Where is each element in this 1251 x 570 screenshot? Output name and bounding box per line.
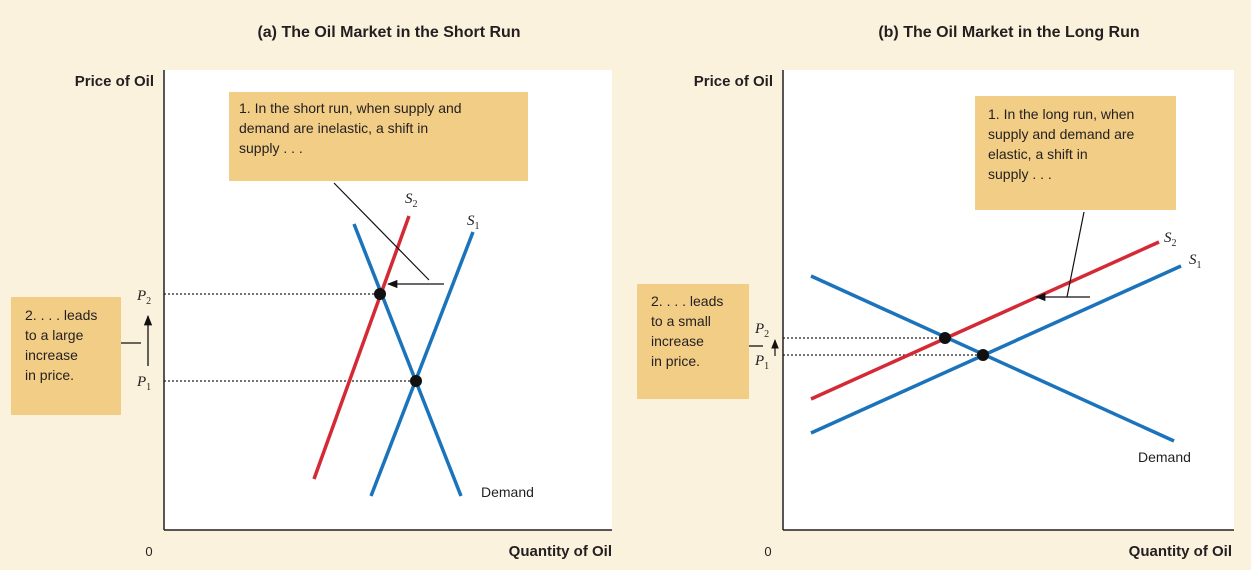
panel-b-y-axis-label: Price of Oil — [694, 73, 773, 90]
panel-a-origin: 0 — [145, 544, 152, 559]
panel-a-p2-label: P2 — [136, 288, 151, 307]
callout-line: increase — [25, 347, 78, 363]
panel-b-equilibrium-old — [977, 349, 989, 361]
callout-line: 1. In the short run, when supply and — [239, 100, 462, 116]
callout-line: 2. . . . leads — [651, 293, 724, 309]
callout-line: to a large — [25, 327, 84, 343]
panel-b-p2-label: P2 — [754, 321, 769, 340]
panel-a-x-axis-label: Quantity of Oil — [509, 543, 612, 560]
panel-a-callout-top: 1. In the short run, when supply and dem… — [229, 92, 528, 181]
callout-line: 1. In the long run, when — [988, 106, 1135, 122]
panel-b-callout-pointer — [1066, 211, 1085, 298]
panel-a-callout-left: 2. . . . leads to a large increase in pr… — [11, 297, 121, 415]
callout-line: demand are inelastic, a shift in — [239, 120, 429, 136]
panel-a-supply-s2-curve — [312, 215, 411, 480]
panel-b-callout-left: 2. . . . leads to a small increase in pr… — [637, 284, 749, 399]
panel-a-equilibrium-old — [410, 375, 422, 387]
panel-a-equilibrium-new — [374, 288, 386, 300]
panel-b-supply-s2-curve — [810, 240, 1160, 401]
panel-a-s2-label: S2 — [405, 191, 418, 210]
panel-b-title: (b) The Oil Market in the Long Run — [878, 24, 1139, 41]
callout-line: elastic, a shift in — [988, 146, 1088, 162]
panel-a-callout-pointer — [333, 182, 430, 281]
callout-line: supply and demand are — [988, 126, 1135, 142]
panel-b-s1-label: S1 — [1189, 252, 1202, 271]
panel-a-y-axis-label: Price of Oil — [75, 73, 154, 90]
callout-line: supply . . . — [239, 140, 303, 156]
panel-b-equilibrium-new — [939, 332, 951, 344]
panel-b-callout-top: 1. In the long run, when supply and dema… — [975, 96, 1176, 210]
panel-a-demand-curve — [352, 223, 463, 497]
callout-line: in price. — [25, 367, 75, 383]
panel-b-demand-curve — [810, 274, 1175, 443]
panel-a-supply-s1-curve — [369, 231, 475, 497]
panel-b-origin: 0 — [764, 544, 771, 559]
panel-a-demand-label: Demand — [481, 484, 534, 500]
callout-line: in price. — [651, 353, 701, 369]
panel-a-p1-label: P1 — [136, 374, 151, 393]
callout-line: supply . . . — [988, 166, 1052, 182]
callout-line: 2. . . . leads — [25, 307, 98, 323]
panel-b-x-axis-label: Quantity of Oil — [1129, 543, 1232, 560]
panel-b-s2-label: S2 — [1164, 230, 1177, 249]
panel-b-demand-label: Demand — [1138, 449, 1191, 465]
panel-a-s1-label: S1 — [467, 213, 480, 232]
panel-a-title: (a) The Oil Market in the Short Run — [257, 24, 520, 41]
panel-b-supply-s1-curve — [810, 264, 1182, 435]
panel-b-p1-label: P1 — [754, 353, 769, 372]
callout-line: to a small — [651, 313, 711, 329]
callout-line: increase — [651, 333, 704, 349]
